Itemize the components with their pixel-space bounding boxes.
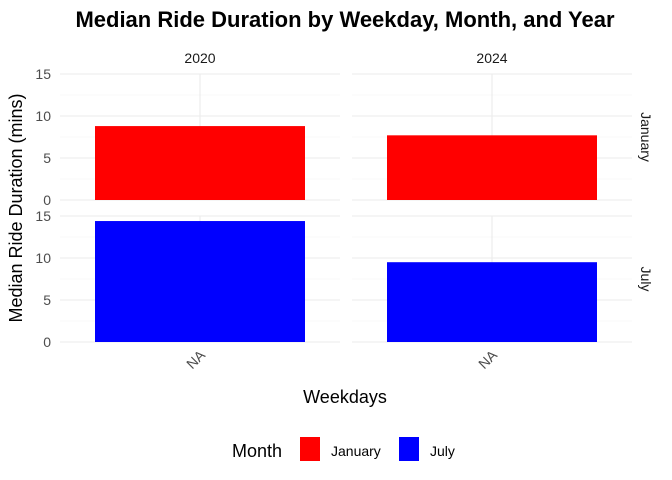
panel-2024-july [352,215,632,343]
y-tick-label: 0 [43,334,51,350]
x-tick-label: NA [475,346,501,372]
legend-label-january: January [331,443,381,459]
x-axis-title: Weekdays [303,387,387,407]
panel-2020-january [60,73,340,201]
y-axis-title: Median Ride Duration (mins) [6,93,26,322]
bar-2020-july-NA [95,221,305,342]
y-tick-label: 10 [35,108,51,124]
y-tick-label: 15 [35,66,51,82]
facet-strip-july: July [638,267,654,292]
bar-2020-january-NA [95,126,305,200]
legend-label-july: July [430,443,455,459]
y-tick-label: 5 [43,292,51,308]
chart-title: Median Ride Duration by Weekday, Month, … [75,7,615,32]
facet-strip-2020: 2020 [184,50,215,66]
facet-strip-january: January [638,112,654,162]
bar-2024-january-NA [387,135,597,200]
legend-title: Month [232,441,282,461]
facet-strip-2024: 2024 [476,50,507,66]
y-tick-label: 0 [43,192,51,208]
y-tick-label: 5 [43,150,51,166]
legend: Month January July [232,437,455,461]
bar-2024-july-NA [387,262,597,342]
panel-2024-january [352,73,632,201]
legend-swatch-july [399,437,419,461]
panel-2020-july [60,215,340,343]
y-tick-label: 10 [35,250,51,266]
legend-swatch-january [300,437,320,461]
x-tick-label: NA [183,346,209,372]
y-tick-label: 15 [35,208,51,224]
